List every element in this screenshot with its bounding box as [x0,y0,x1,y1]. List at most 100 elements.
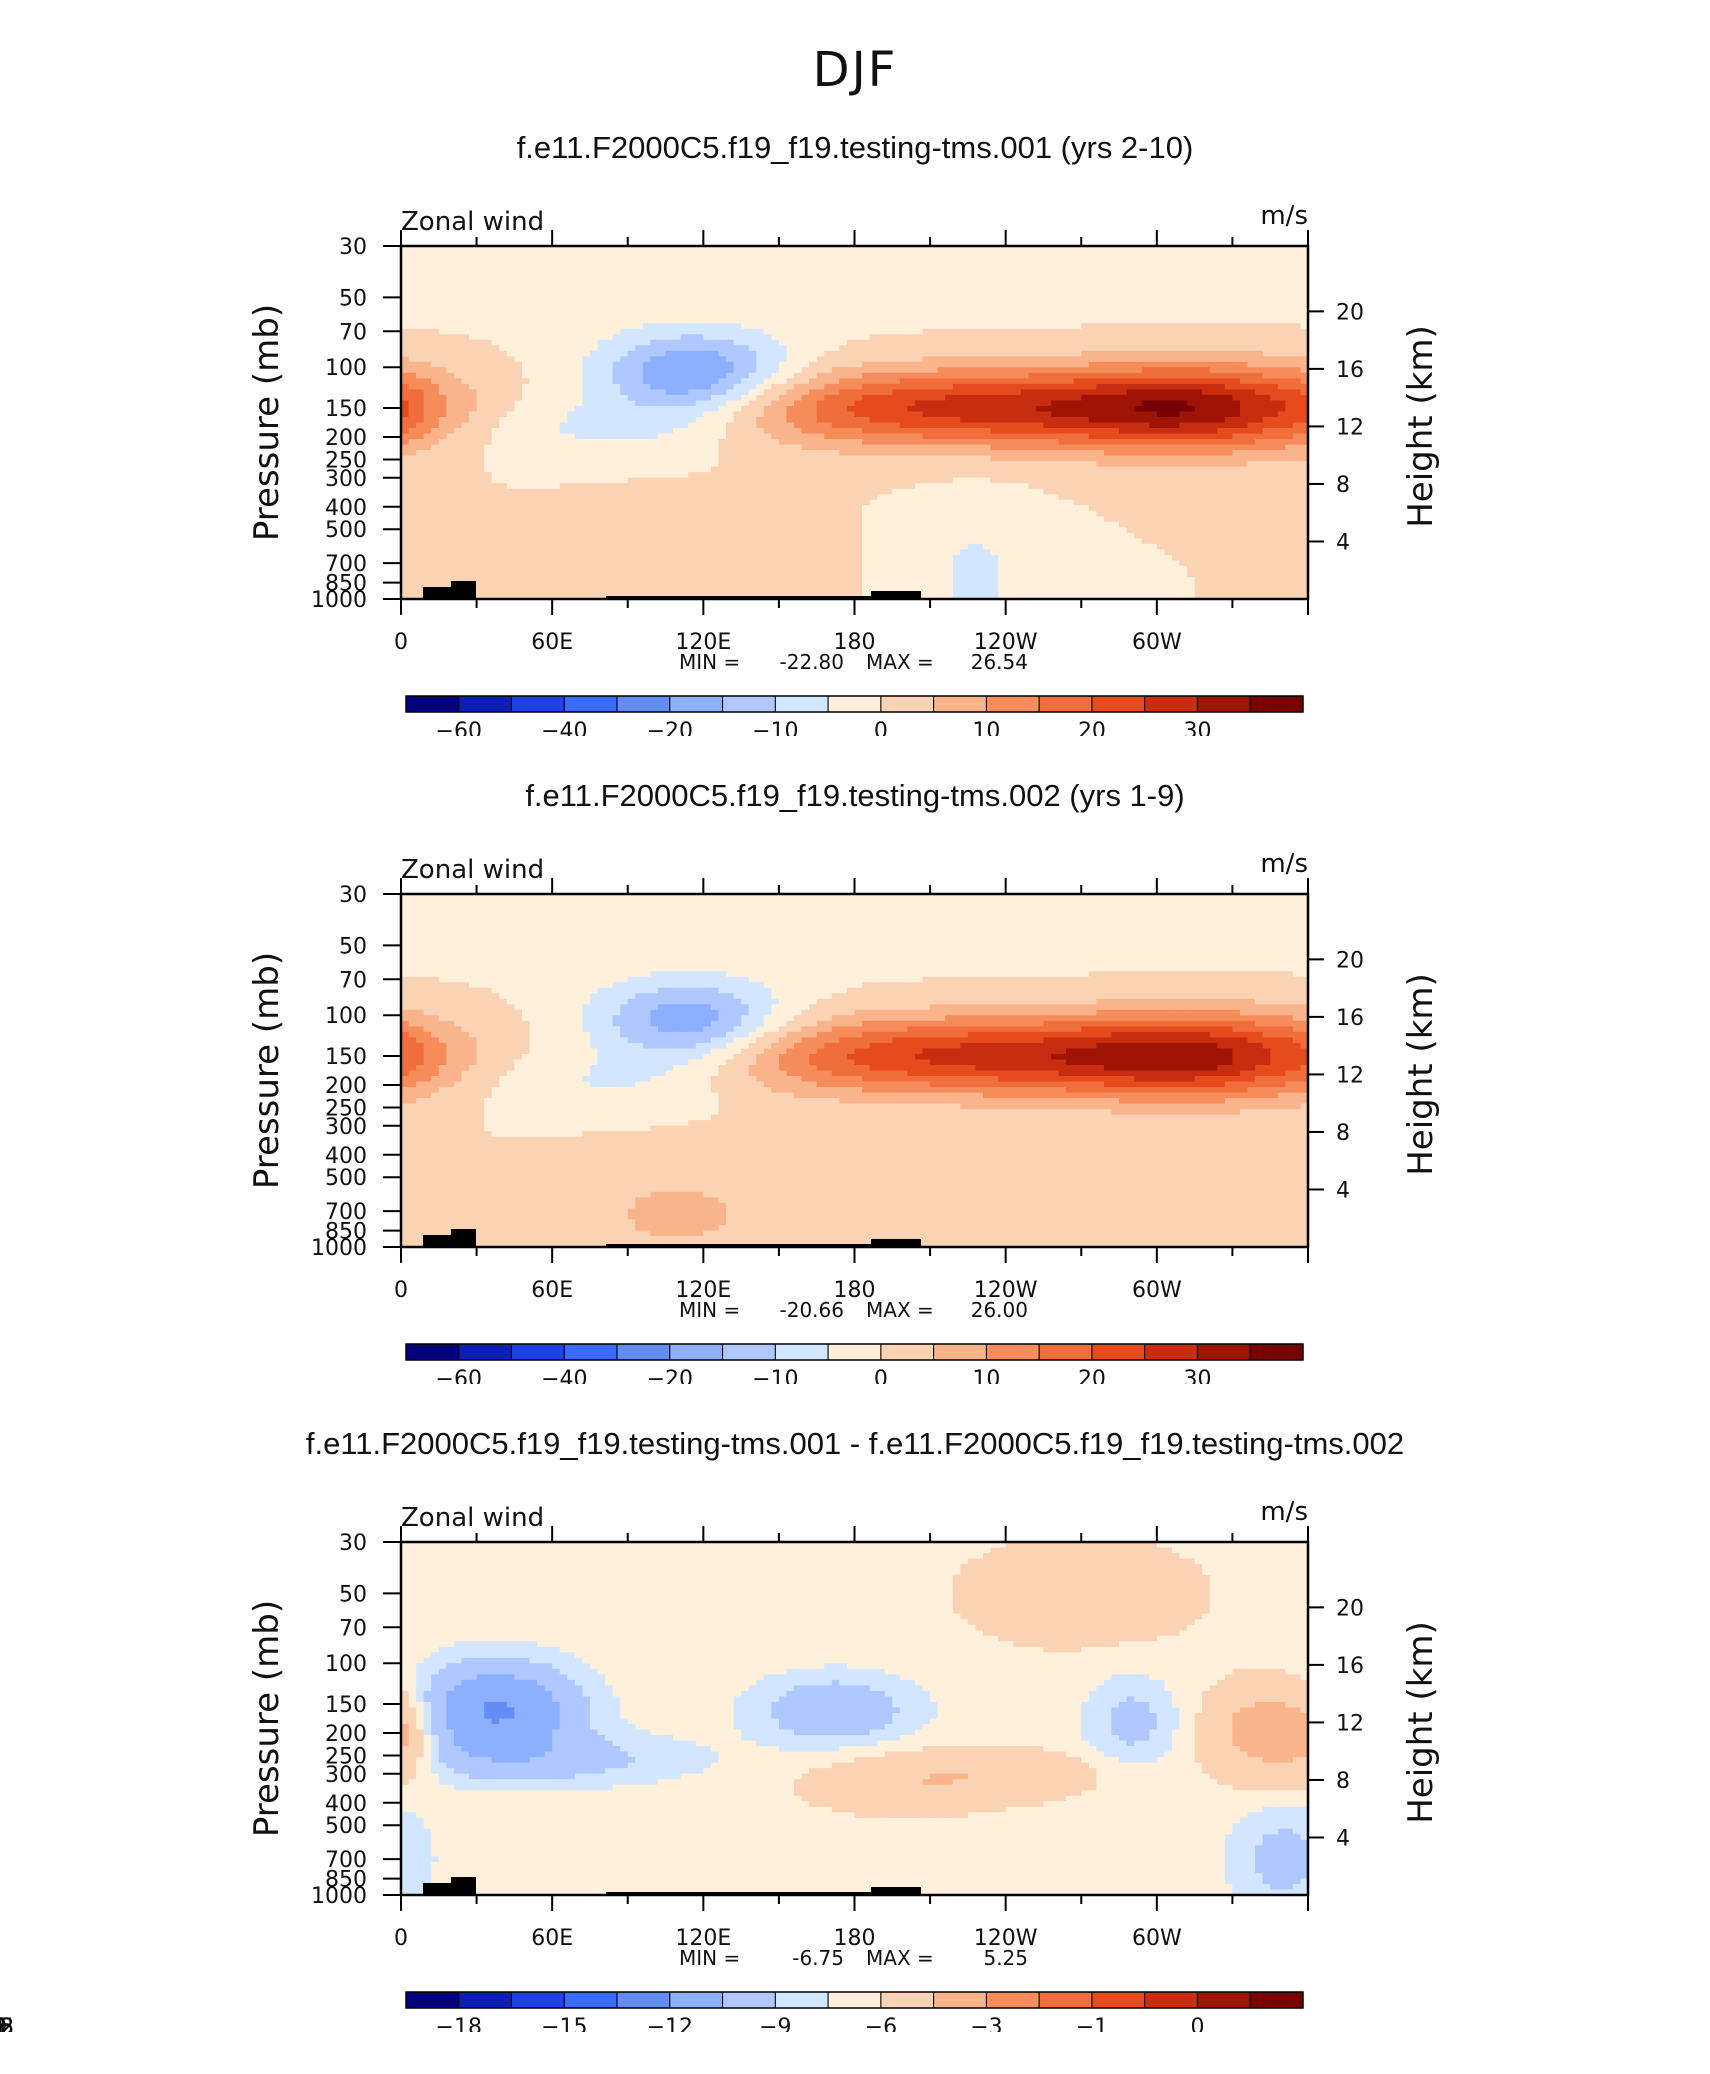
contour-cell [1051,367,1060,374]
contour-cell [1051,405,1060,413]
contour-cell [1156,268,1165,275]
contour-cell [1134,279,1143,286]
contour-cell [521,323,531,330]
contour-cell [733,323,742,330]
contour-cell [491,268,500,275]
contour-cell [960,411,969,418]
contour-cell [620,306,629,313]
contour-cell [824,367,833,374]
contour-cell [1005,295,1014,302]
contour-cell [975,383,984,391]
contour-cell [1239,246,1249,253]
contour-cell [809,411,818,418]
contour-cell [589,356,599,363]
contour-cell [416,246,425,253]
contour-cell [937,284,946,291]
contour-cell [877,439,886,446]
contour-cell [907,367,916,374]
contour-cell [899,246,909,253]
contour-cell [650,312,659,319]
contour-cell [816,295,825,302]
contour-cell [416,312,425,319]
contour-cell [1277,450,1286,457]
contour-cell [778,290,788,297]
contour-cell [650,433,659,440]
contour-cell [975,372,984,379]
contour-cell [1005,251,1014,258]
contour-cell [1217,405,1226,413]
contour-cell [552,323,561,330]
contour-cell [1066,317,1075,324]
contour-cell [1194,339,1203,346]
contour-cell [1187,306,1196,313]
contour-cell [567,356,576,363]
contour-cell [703,378,712,385]
contour-cell [1255,383,1264,391]
contour-cell [627,416,636,424]
contour-cell [816,350,825,357]
contour-cell [1171,257,1181,264]
contour-cell [869,472,878,479]
contour-cell [1209,345,1218,352]
contour-cell [703,334,712,341]
contour-cell [476,361,485,368]
contour-cell [703,312,712,319]
contour-cell [718,444,727,451]
contour-cell [650,439,659,446]
contour-cell [960,416,969,424]
contour-cell [567,284,576,291]
contour-cell [756,400,765,407]
contour-cell [831,301,840,308]
contour-cell [1239,356,1249,363]
contour-cell [1043,246,1052,253]
contour-cell [574,383,583,391]
contour-cell [998,262,1007,269]
contour-cell [884,466,893,473]
contour-cell [680,262,689,269]
contour-cell [408,251,417,258]
contour-cell [438,439,447,446]
contour-cell [484,461,493,468]
contour-cell [907,350,916,357]
contour-cell [763,361,772,368]
contour-cell [1164,284,1173,291]
contour-cell [1111,455,1120,462]
contour-cell [461,405,470,413]
contour-cell [537,273,546,280]
contour-cell [809,422,818,429]
contour-cell [1270,361,1279,368]
contour-cell [718,405,727,413]
contour-cell [605,422,614,429]
contour-cell [544,405,553,413]
contour-cell [1164,273,1173,280]
contour-cell [1255,246,1264,253]
contour-cell [869,405,878,413]
contour-cell [967,251,977,258]
contour-cell [1202,284,1211,291]
contour-cell [461,273,470,280]
contour-cell [537,317,546,324]
contour-cell [982,317,992,324]
contour-cell [1247,339,1256,346]
contour-cell [1081,251,1090,258]
contour-cell [431,378,440,385]
contour-cell [1088,378,1097,385]
contour-cell [975,433,984,440]
contour-cell [741,394,750,402]
contour-cell [673,301,682,308]
contour-cell [1005,433,1014,440]
contour-cell [756,466,765,473]
contour-cell [521,284,531,291]
contour-cell [476,295,485,302]
contour-cell [952,405,961,413]
contour-cell [1081,444,1090,451]
contour-cell [862,400,871,407]
contour-cell [582,416,591,424]
contour-cell [597,472,606,479]
contour-cell [726,422,735,429]
contour-cell [521,372,531,379]
contour-cell [816,472,825,479]
contour-cell [529,301,538,308]
contour-cell [680,361,689,368]
contour-cell [1187,444,1196,451]
